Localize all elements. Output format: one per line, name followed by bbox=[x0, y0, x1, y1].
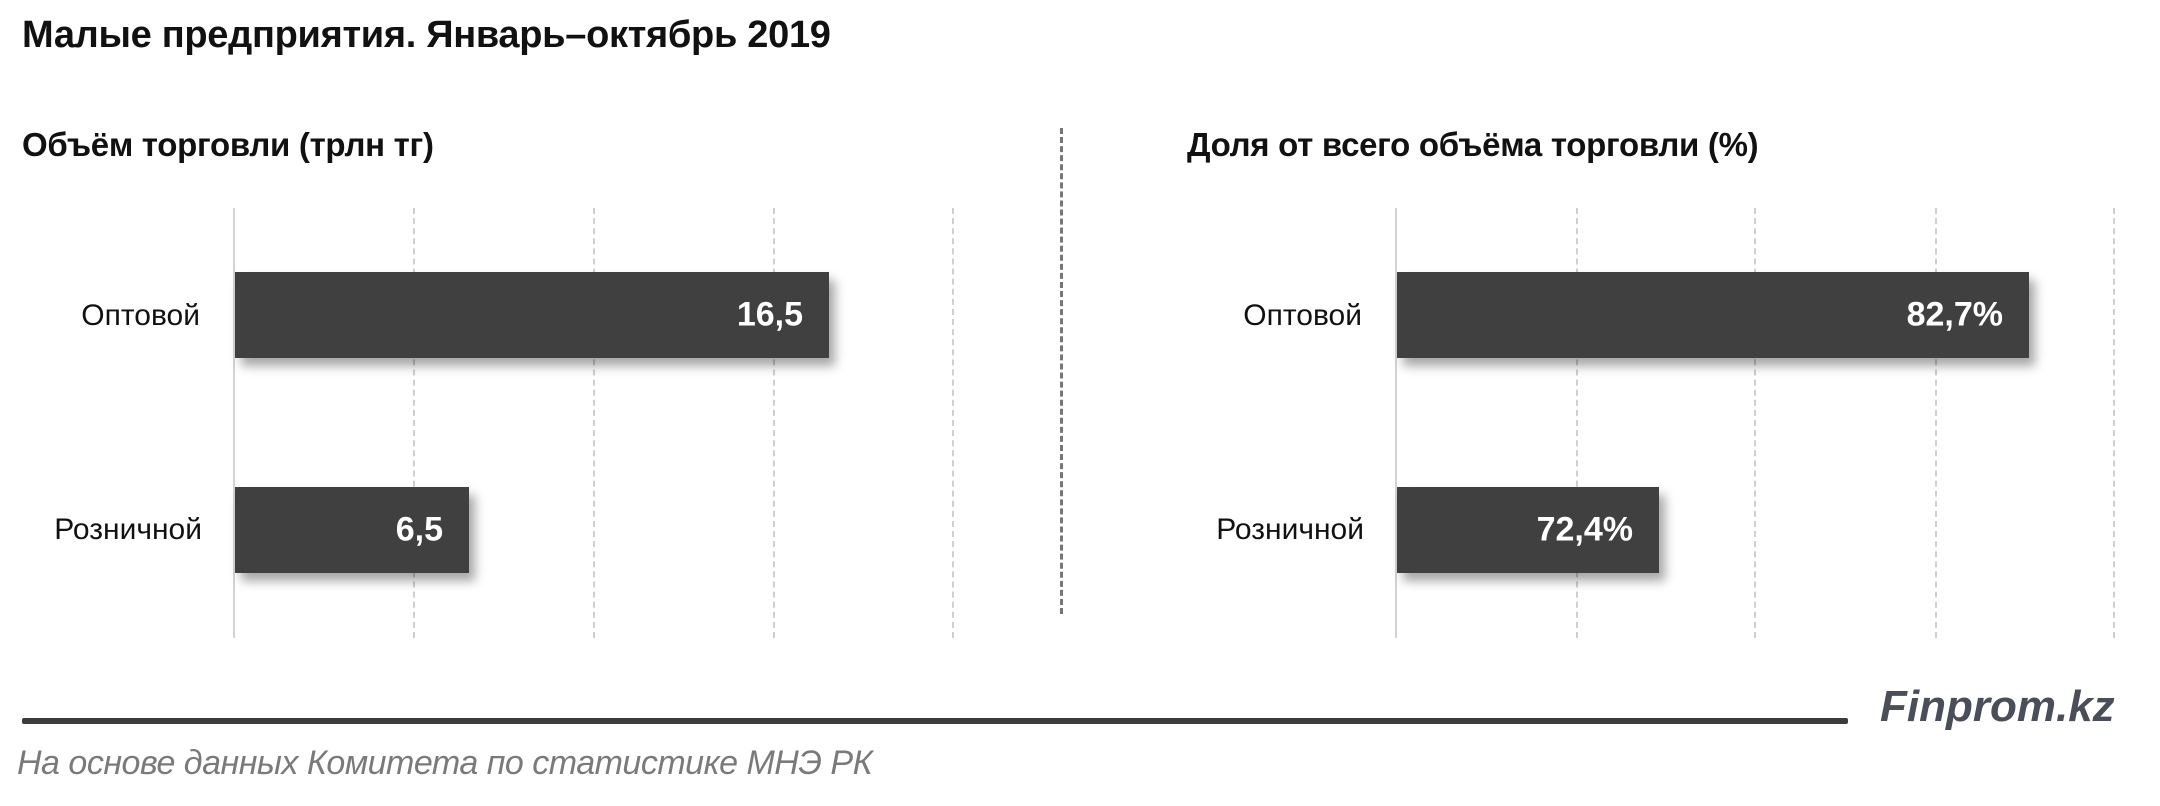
page-title: Малые предприятия. Январь–октябрь 2019 bbox=[22, 14, 831, 56]
category-label: Розничной bbox=[1216, 513, 1364, 546]
bar-value-label: 72,4% bbox=[1536, 510, 1633, 549]
category-label: Розничной bbox=[54, 513, 202, 546]
chart-title: Доля от всего объёма торговли (%) bbox=[1187, 126, 1759, 163]
bar-wholesale-share: 82,7% bbox=[1397, 272, 2029, 358]
gridline bbox=[1935, 208, 1937, 638]
y-axis-line bbox=[233, 208, 235, 638]
bar-value-label: 6,5 bbox=[395, 510, 443, 549]
y-axis-line bbox=[1395, 208, 1397, 638]
source-note: На основе данных Комитета по статистике … bbox=[17, 744, 873, 782]
category-label: Оптовой bbox=[81, 299, 200, 332]
chart-title: Объём торговли (трлн тг) bbox=[22, 126, 434, 163]
category-label: Оптовой bbox=[1243, 299, 1362, 332]
bar-retail-share: 72,4% bbox=[1397, 487, 1659, 573]
gridline bbox=[773, 208, 775, 638]
footer-rule bbox=[22, 718, 1848, 724]
chart-trade-share: Доля от всего объёма торговли (%) Оптово… bbox=[1187, 126, 2115, 638]
gridline bbox=[593, 208, 595, 638]
gridline bbox=[952, 208, 954, 638]
gridline bbox=[1576, 208, 1578, 638]
gridline bbox=[1754, 208, 1756, 638]
bar-value-label: 82,7% bbox=[1906, 295, 2003, 334]
brand-logo-text: Finprom.kz bbox=[1880, 682, 2115, 731]
panel-divider bbox=[1060, 128, 1063, 614]
bar-retail-volume: 6,5 bbox=[235, 487, 469, 573]
bar-wholesale-volume: 16,5 bbox=[235, 272, 829, 358]
bar-value-label: 16,5 bbox=[736, 295, 803, 334]
gridline bbox=[2113, 208, 2115, 638]
chart-trade-volume: Объём торговли (трлн тг) Оптовой 16,5 Ро… bbox=[0, 0, 1060, 660]
gridline bbox=[413, 208, 415, 638]
